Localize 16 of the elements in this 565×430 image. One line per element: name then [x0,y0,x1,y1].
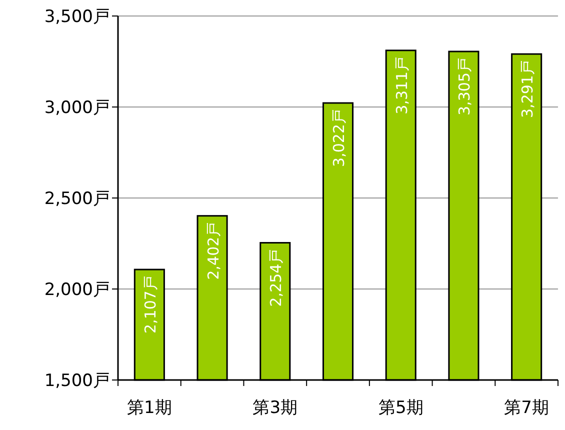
data-label: 3,311戸 [392,56,411,114]
data-label: 3,022戸 [330,108,348,167]
data-label: 2,107戸 [141,276,160,334]
x-tick-label: 第1期 [127,398,172,418]
y-tick-label: 3,000戸 [44,98,110,118]
y-tick-label: 2,500戸 [44,188,110,209]
x-tick-label: 第5期 [378,398,424,418]
data-label: 2,402戸 [204,222,222,280]
y-tick-label: 2,000戸 [44,280,110,300]
y-tick-label: 3,500戸 [44,6,110,27]
x-tick-label: 第3期 [252,398,298,418]
data-label: 2,254戸 [267,248,286,307]
data-label: 3,305戸 [456,57,474,116]
y-tick-label: 1,500戸 [44,370,110,391]
data-label: 3,291戸 [518,60,537,118]
x-tick-label: 第7期 [504,398,549,418]
